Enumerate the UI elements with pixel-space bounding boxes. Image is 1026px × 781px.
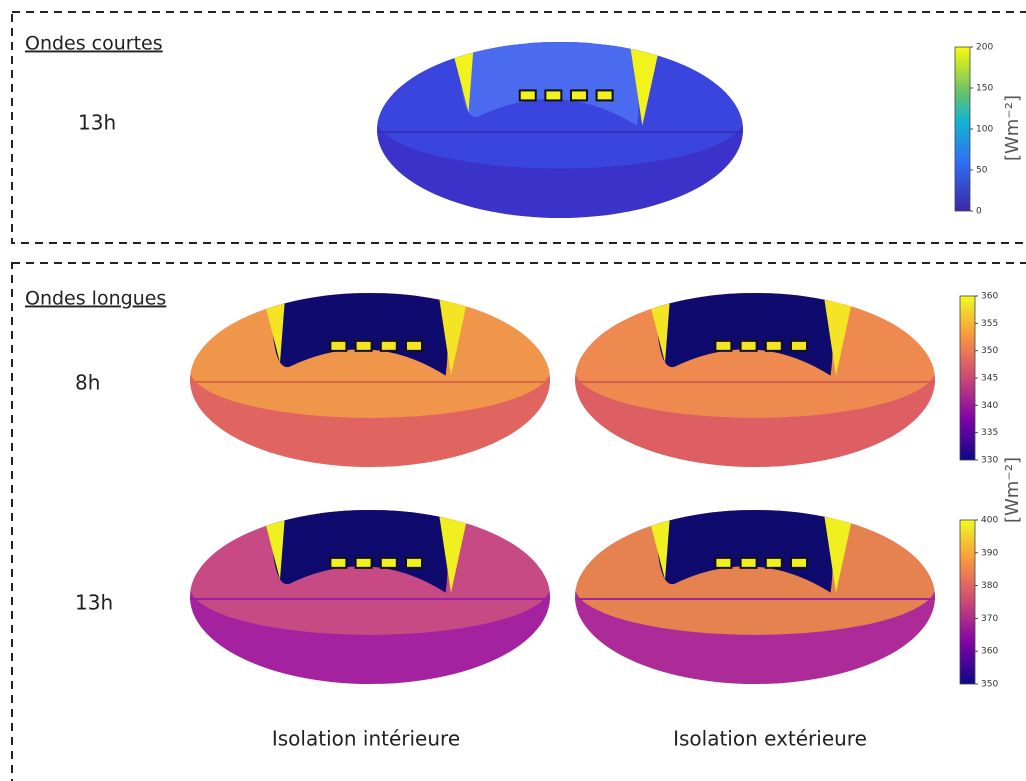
- colorbar-tick-label: 330: [981, 456, 998, 466]
- window: [739, 556, 758, 569]
- colorbar-tick-label: 350: [981, 680, 998, 690]
- colorbar-tick-label: 355: [981, 319, 998, 329]
- window: [764, 339, 783, 352]
- colorbar-unit: [Wm⁻²]: [1002, 95, 1023, 161]
- window: [714, 556, 733, 569]
- row-label: 13h: [75, 591, 113, 615]
- window: [739, 339, 758, 352]
- colorbar-tick-label: 360: [981, 647, 998, 657]
- colorbar-tick-label: 335: [981, 428, 998, 438]
- window: [329, 556, 348, 569]
- sky: [656, 293, 833, 376]
- colorbar-tick-label: 345: [981, 374, 998, 384]
- window: [518, 89, 537, 102]
- column-label: Isolation extérieure: [673, 727, 867, 751]
- window: [790, 339, 808, 352]
- section-frame: [11, 11, 1026, 244]
- colorbar-tick-label: 0: [976, 207, 982, 217]
- fisheye-image: [190, 510, 550, 684]
- colorbar-tick-label: 340: [981, 401, 998, 411]
- colorbar-tick-label: 100: [976, 125, 993, 135]
- window: [569, 89, 588, 102]
- sky: [459, 42, 639, 126]
- colorbar-tick-label: 150: [976, 84, 993, 94]
- column-label: Isolation intérieure: [272, 727, 460, 751]
- colorbar-tick-label: 390: [981, 548, 998, 558]
- colorbar-tick-label: 200: [976, 43, 993, 53]
- window: [405, 556, 423, 569]
- colorbar-unit: [Wm⁻²]: [1002, 457, 1023, 523]
- fisheye-image: [190, 293, 550, 467]
- colorbar: [959, 295, 976, 461]
- section-title: Ondes courtes: [25, 33, 163, 55]
- fisheye-image: [575, 510, 935, 684]
- section-title: Ondes longues: [25, 288, 166, 310]
- colorbar-tick-label: 50: [976, 166, 988, 176]
- colorbar-tick-label: 380: [981, 581, 998, 591]
- fisheye-image: [575, 293, 935, 467]
- colorbar-tick-label: 400: [981, 516, 998, 526]
- window: [544, 89, 563, 102]
- colorbar: [959, 519, 976, 685]
- fisheye-image: [377, 42, 743, 218]
- window: [379, 339, 398, 352]
- window: [764, 556, 783, 569]
- sky: [271, 293, 448, 376]
- window: [354, 556, 373, 569]
- window: [329, 339, 348, 352]
- section-frame: [11, 262, 1026, 781]
- window: [379, 556, 398, 569]
- colorbar-tick-label: 370: [981, 614, 998, 624]
- window: [790, 556, 808, 569]
- row-label: 8h: [75, 371, 100, 395]
- window: [405, 339, 423, 352]
- colorbar-tick-label: 360: [981, 292, 998, 302]
- colorbar-tick-label: 350: [981, 346, 998, 356]
- row-label: 13h: [78, 111, 116, 135]
- window: [595, 89, 614, 102]
- colorbar: [954, 46, 971, 212]
- sky: [271, 510, 448, 593]
- window: [714, 339, 733, 352]
- window: [354, 339, 373, 352]
- sky: [656, 510, 833, 593]
